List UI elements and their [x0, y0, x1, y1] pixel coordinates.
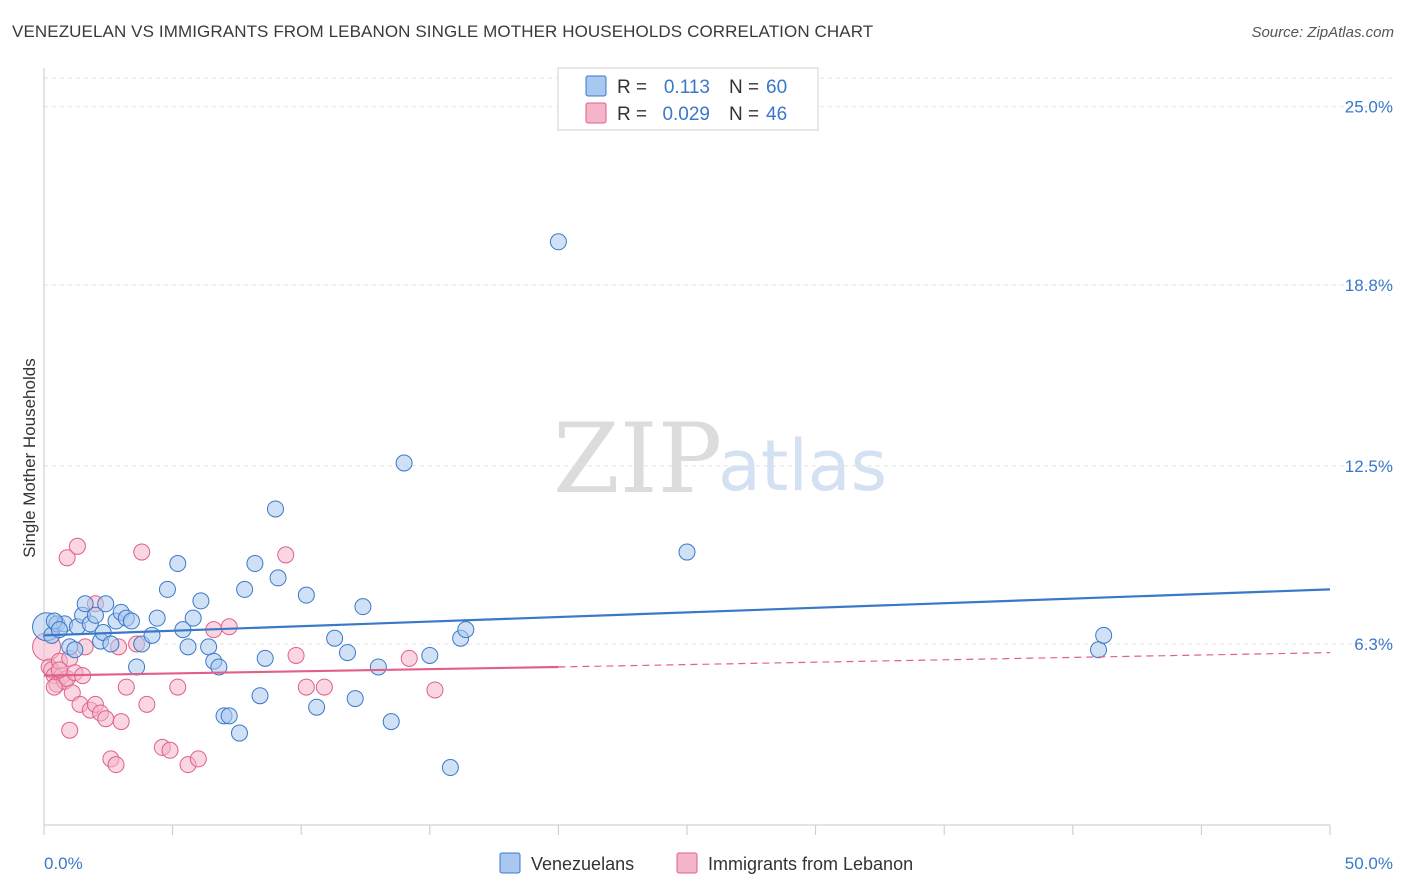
venezuelans-point: [97, 595, 115, 613]
bottom-legend-swatch-venezuelans: [499, 852, 521, 874]
venezuelans-point: [1095, 626, 1113, 644]
lebanon-point: [220, 618, 238, 636]
y-tick-label: 18.8%: [1345, 276, 1393, 295]
legend-r-value-0: 0.113: [664, 77, 710, 98]
venezuelans-point: [354, 598, 372, 616]
bottom-legend-label-lebanon: Immigrants from Lebanon: [708, 854, 913, 874]
venezuelans-point: [266, 500, 284, 518]
x-tick-label-min: 0.0%: [44, 854, 83, 873]
lebanon-point: [189, 750, 207, 768]
trend-line-lebanon: [43, 665, 559, 677]
venezuelans-point: [256, 649, 274, 667]
source-label: Source: ZipAtlas.com: [1251, 24, 1394, 41]
venezuelans-point: [326, 629, 344, 647]
venezuelans-point: [269, 569, 287, 587]
venezuelans-point: [678, 543, 696, 561]
lebanon-point: [112, 713, 130, 731]
venezuelans-point: [210, 658, 228, 676]
grid-lines: [44, 77, 1393, 645]
legend-n-value-0: 60: [766, 77, 787, 98]
lebanon-point: [133, 543, 151, 561]
venezuelans-point: [66, 641, 84, 659]
venezuelans-point: [549, 233, 567, 251]
venezuelans-point: [192, 592, 210, 610]
venezuelans-point: [128, 658, 146, 676]
y-axis-label: Single Mother Households: [20, 358, 39, 557]
chart-title: VENEZUELAN VS IMMIGRANTS FROM LEBANON SI…: [12, 22, 874, 41]
venezuelans-point: [1090, 641, 1108, 659]
lebanon-point: [138, 695, 156, 713]
venezuelans-point: [102, 635, 120, 653]
x-tick-label-max: 50.0%: [1345, 854, 1393, 873]
lebanon-point: [97, 710, 115, 728]
lebanon-point: [400, 649, 418, 667]
venezuelans-point: [200, 638, 218, 656]
y-tick-label: 6.3%: [1354, 635, 1393, 654]
venezuelans-point: [395, 454, 413, 472]
venezuelans-point: [382, 713, 400, 731]
lebanon-point: [277, 546, 295, 564]
venezuelans-point: [179, 638, 197, 656]
lebanon-point: [107, 756, 125, 774]
legend-n-label-0: N =: [729, 77, 759, 98]
lebanon-point: [287, 646, 305, 664]
x-ticks: [43, 825, 1331, 835]
legend-r-label-1: R =: [617, 104, 647, 125]
venezuelans-point: [86, 606, 104, 624]
lebanon-point: [50, 661, 68, 679]
venezuelans-point: [297, 586, 315, 604]
venezuelans-point: [184, 609, 202, 627]
lebanon-point: [45, 678, 63, 696]
legend-n-value-1: 46: [766, 104, 787, 125]
venezuelans-point: [76, 595, 94, 613]
venezuelans-point: [369, 658, 387, 676]
venezuelans-point: [457, 621, 475, 639]
trend-line-venezuelans: [43, 588, 1331, 637]
trend-lines: [43, 588, 1331, 677]
venezuelans-point: [158, 580, 176, 598]
legend-box: R = 0.113 N = 60 R = 0.029 N = 46: [557, 67, 819, 131]
legend-swatch-lebanon: [585, 102, 607, 124]
lebanon-point: [68, 537, 86, 555]
bottom-legend: Venezuelans Immigrants from Lebanon: [499, 852, 913, 874]
venezuelans-point: [441, 759, 459, 777]
bottom-legend-swatch-lebanon: [676, 852, 698, 874]
bottom-legend-label-venezuelans: Venezuelans: [531, 854, 634, 874]
y-tick-label: 12.5%: [1345, 457, 1393, 476]
watermark-zip: ZIP: [553, 403, 722, 515]
lebanon-point: [426, 681, 444, 699]
series-lebanon-points: [32, 537, 444, 774]
watermark-atlas: atlas: [718, 425, 887, 507]
venezuelans-point: [246, 555, 264, 573]
legend-r-value-1: 0.029: [662, 104, 710, 125]
y-tick-labels: 6.3% 12.5% 18.8% 25.0%: [1345, 98, 1393, 654]
venezuelans-point: [169, 555, 187, 573]
lebanon-point: [315, 678, 333, 696]
trend-line-lebanon: [558, 652, 1331, 668]
legend-swatch-venezuelans: [585, 75, 607, 97]
lebanon-point: [58, 549, 76, 567]
venezuelans-point: [308, 698, 326, 716]
lebanon-point: [161, 741, 179, 759]
venezuelans-point: [122, 612, 140, 630]
lebanon-point: [169, 678, 187, 696]
venezuelans-point: [220, 707, 238, 725]
venezuelans-point: [230, 724, 248, 742]
venezuelans-point: [148, 609, 166, 627]
venezuelans-point: [251, 687, 269, 705]
legend-n-label-1: N =: [729, 104, 759, 125]
lebanon-point: [297, 678, 315, 696]
venezuelans-point: [338, 644, 356, 662]
lebanon-point: [117, 678, 135, 696]
venezuelans-point: [421, 646, 439, 664]
lebanon-point: [61, 721, 79, 739]
venezuelans-point: [143, 626, 161, 644]
venezuelans-point: [236, 580, 254, 598]
y-tick-label: 25.0%: [1345, 98, 1393, 117]
legend-r-label-0: R =: [617, 77, 647, 98]
venezuelans-point: [346, 690, 364, 708]
